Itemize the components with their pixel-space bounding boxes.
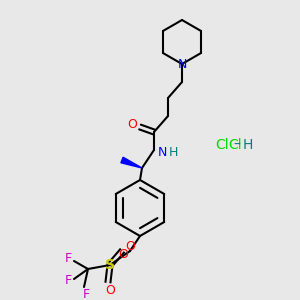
Text: F: F [64, 274, 72, 287]
Text: –: – [233, 138, 240, 152]
Text: N: N [157, 146, 167, 160]
Polygon shape [121, 157, 142, 168]
Text: O: O [127, 118, 137, 130]
Text: F: F [64, 253, 72, 266]
Text: F: F [82, 289, 90, 300]
Text: H: H [243, 138, 254, 152]
Text: N: N [177, 58, 187, 70]
Text: Cl: Cl [228, 138, 242, 152]
Text: O: O [105, 284, 115, 298]
Text: Cl: Cl [215, 138, 229, 152]
Text: O: O [125, 241, 135, 254]
Text: S: S [105, 258, 115, 272]
Text: O: O [118, 248, 128, 260]
Text: H: H [168, 146, 178, 160]
